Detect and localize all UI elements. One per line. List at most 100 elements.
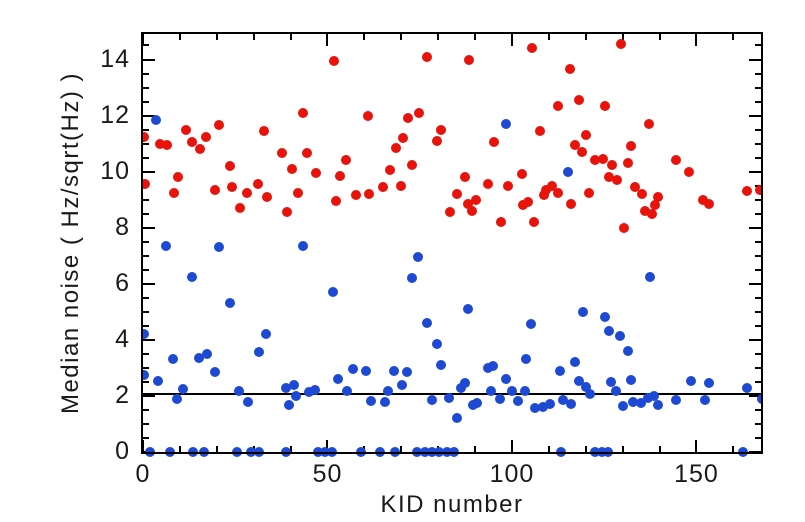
y-tick-major [749, 394, 761, 397]
blue-data-point [628, 396, 639, 407]
y-tick-minor [143, 198, 149, 201]
red-data-point [589, 155, 600, 166]
blue-data-point [585, 388, 596, 399]
y-tick-minor [143, 44, 149, 47]
blue-data-point [380, 396, 391, 407]
blue-data-point [482, 362, 493, 373]
blue-data-point [495, 394, 506, 405]
y-tick-minor [143, 72, 149, 75]
red-data-point [488, 137, 499, 148]
blue-data-point [737, 447, 748, 457]
red-data-point [224, 161, 235, 172]
y-tick-minor [755, 408, 761, 411]
blue-data-point [615, 330, 626, 341]
red-data-point [398, 133, 409, 143]
blue-data-point [253, 347, 264, 358]
red-data-point [529, 217, 540, 228]
blue-data-point [537, 402, 548, 413]
red-data-point [340, 155, 351, 166]
red-data-point [301, 148, 312, 159]
blue-data-point [618, 400, 629, 411]
blue-data-point [261, 329, 272, 340]
y-tick-major [749, 226, 761, 229]
red-data-point [331, 196, 342, 207]
y-tick-minor [755, 72, 761, 75]
red-data-point [378, 182, 389, 193]
blue-data-point [451, 413, 462, 424]
blue-data-point [396, 379, 407, 390]
x-tick-major [695, 440, 698, 452]
red-data-point [470, 194, 481, 205]
blue-data-point [644, 271, 655, 282]
red-data-point [287, 163, 298, 174]
red-data-point [599, 100, 610, 111]
x-tick-minor [252, 34, 255, 40]
blue-data-point [390, 447, 401, 457]
blue-data-point [520, 386, 531, 397]
y-tick-minor [143, 212, 149, 215]
red-data-point [496, 217, 507, 228]
y-tick-label: 12 [100, 100, 130, 129]
scatter-points-layer [143, 34, 761, 457]
red-data-point [261, 191, 272, 202]
blue-data-point [501, 374, 512, 385]
red-data-point [698, 194, 709, 205]
blue-data-point [413, 252, 424, 263]
y-tick-minor [143, 436, 149, 439]
y-tick-labels: 0 2 4 6 8 10 12 14 [0, 34, 134, 465]
blue-data-point [193, 353, 204, 364]
red-data-point [534, 126, 545, 136]
red-data-point [422, 51, 433, 62]
y-tick-minor [143, 156, 149, 159]
blue-data-point [670, 395, 681, 406]
blue-data-point [328, 287, 338, 298]
red-data-point [540, 184, 551, 195]
blue-data-point [365, 395, 376, 406]
red-data-point [684, 166, 695, 177]
blue-data-point [606, 376, 617, 387]
red-data-point [451, 189, 462, 200]
blue-data-point [310, 385, 321, 396]
y-tick-minor [755, 436, 761, 439]
y-tick-minor [143, 86, 149, 89]
x-tick-major [326, 34, 329, 46]
blue-data-point [188, 447, 199, 457]
blue-data-point [741, 383, 752, 394]
blue-data-point [556, 447, 567, 457]
blue-data-point [253, 447, 264, 457]
blue-data-point [703, 378, 714, 389]
blue-data-point [401, 367, 412, 378]
red-data-point [432, 135, 443, 146]
blue-data-point [153, 375, 164, 386]
blue-data-point [374, 447, 385, 457]
red-data-point [547, 180, 558, 191]
blue-data-point [341, 385, 352, 396]
blue-data-point [544, 399, 555, 410]
y-tick-minor [755, 366, 761, 369]
y-tick-minor [755, 128, 761, 131]
y-tick-minor [755, 100, 761, 103]
red-data-point [242, 187, 253, 198]
blue-data-point [554, 365, 565, 376]
blue-data-point [562, 166, 573, 177]
blue-data-point [233, 385, 244, 396]
red-data-point [173, 172, 184, 183]
y-tick-major [143, 394, 155, 397]
y-tick-major [749, 114, 761, 117]
red-data-point [200, 131, 211, 142]
red-data-point [538, 190, 549, 201]
red-data-point [640, 205, 651, 216]
blue-data-point [626, 374, 637, 385]
blue-data-point [291, 391, 302, 402]
y-tick-minor [755, 296, 761, 299]
red-data-point [703, 198, 714, 209]
x-tick-minor [547, 446, 550, 452]
blue-data-point [432, 339, 443, 350]
x-tick-minor [621, 446, 624, 452]
red-data-point [406, 159, 417, 170]
blue-data-point [209, 367, 220, 378]
blue-data-point [570, 357, 581, 368]
red-data-point [364, 189, 375, 200]
y-tick-minor [755, 86, 761, 89]
